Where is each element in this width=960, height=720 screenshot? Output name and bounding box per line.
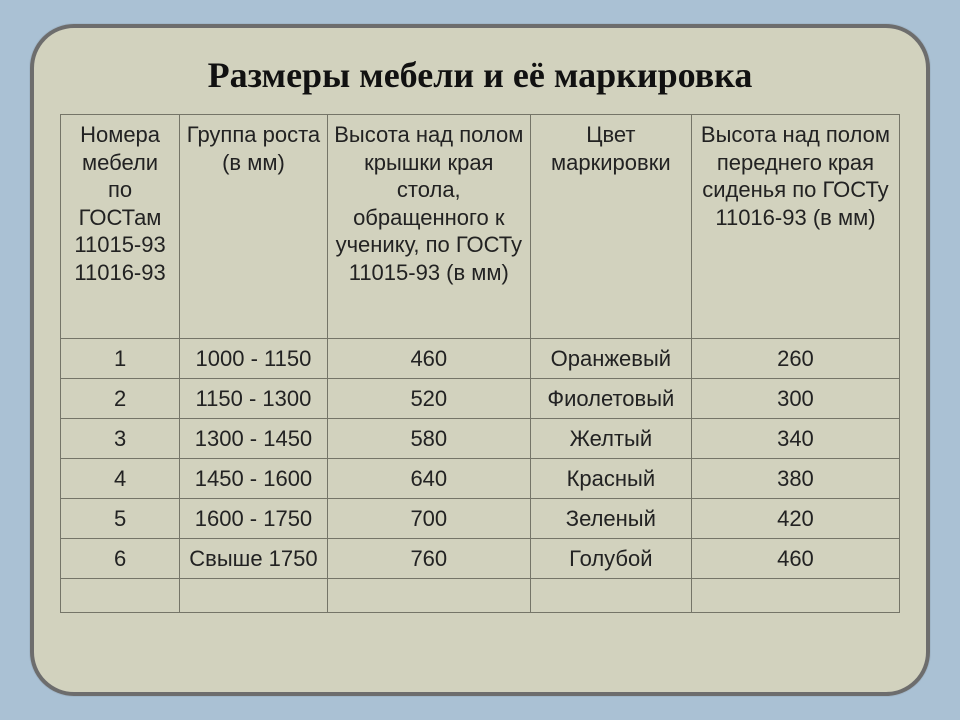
table-cell: 460 xyxy=(691,539,899,579)
table-cell: Желтый xyxy=(530,419,691,459)
table-cell: 260 xyxy=(691,339,899,379)
table-cell: 4 xyxy=(61,459,180,499)
table-row xyxy=(61,579,900,613)
table-cell: 700 xyxy=(327,499,530,539)
table-cell xyxy=(691,579,899,613)
info-card: Размеры мебели и её маркировка Номера ме… xyxy=(30,24,930,696)
table-row: 51600 - 1750700Зеленый420 xyxy=(61,499,900,539)
table-cell: 6 xyxy=(61,539,180,579)
table-cell xyxy=(180,579,328,613)
table-cell: Оранжевый xyxy=(530,339,691,379)
table-row: 41450 - 1600640Красный380 xyxy=(61,459,900,499)
table-cell: 1000 - 1150 xyxy=(180,339,328,379)
page-title: Размеры мебели и её маркировка xyxy=(60,48,900,114)
table-cell: 1 xyxy=(61,339,180,379)
col-header: Группа роста (в мм) xyxy=(180,115,328,339)
furniture-size-table: Номера мебели по ГОСТам 11015-93 11016-9… xyxy=(60,114,900,613)
table-cell: 760 xyxy=(327,539,530,579)
table-cell: 1150 - 1300 xyxy=(180,379,328,419)
table-cell: 1600 - 1750 xyxy=(180,499,328,539)
col-header: Номера мебели по ГОСТам 11015-93 11016-9… xyxy=(61,115,180,339)
table-cell: Свыше 1750 xyxy=(180,539,328,579)
table-cell: Зеленый xyxy=(530,499,691,539)
table-cell: 420 xyxy=(691,499,899,539)
table-body: 11000 - 1150460Оранжевый26021150 - 13005… xyxy=(61,339,900,613)
table-cell: 1300 - 1450 xyxy=(180,419,328,459)
col-header: Высота над полом переднего края сиденья … xyxy=(691,115,899,339)
table-cell: 2 xyxy=(61,379,180,419)
table-row: 31300 - 1450580Желтый340 xyxy=(61,419,900,459)
table-cell: 3 xyxy=(61,419,180,459)
table-cell: Красный xyxy=(530,459,691,499)
col-header: Высота над полом крышки края стола, обра… xyxy=(327,115,530,339)
table-cell xyxy=(530,579,691,613)
table-cell: 640 xyxy=(327,459,530,499)
table-cell: 520 xyxy=(327,379,530,419)
table-cell: Голубой xyxy=(530,539,691,579)
table-row: 6Свыше 1750760Голубой460 xyxy=(61,539,900,579)
table-cell xyxy=(61,579,180,613)
table-row: 11000 - 1150460Оранжевый260 xyxy=(61,339,900,379)
table-row: 21150 - 1300520Фиолетовый300 xyxy=(61,379,900,419)
table-cell: 300 xyxy=(691,379,899,419)
table-cell: Фиолетовый xyxy=(530,379,691,419)
table-header-row: Номера мебели по ГОСТам 11015-93 11016-9… xyxy=(61,115,900,339)
table-cell: 580 xyxy=(327,419,530,459)
table-cell: 340 xyxy=(691,419,899,459)
table-cell xyxy=(327,579,530,613)
table-cell: 5 xyxy=(61,499,180,539)
table-cell: 380 xyxy=(691,459,899,499)
col-header: Цвет маркировки xyxy=(530,115,691,339)
table-cell: 460 xyxy=(327,339,530,379)
table-cell: 1450 - 1600 xyxy=(180,459,328,499)
